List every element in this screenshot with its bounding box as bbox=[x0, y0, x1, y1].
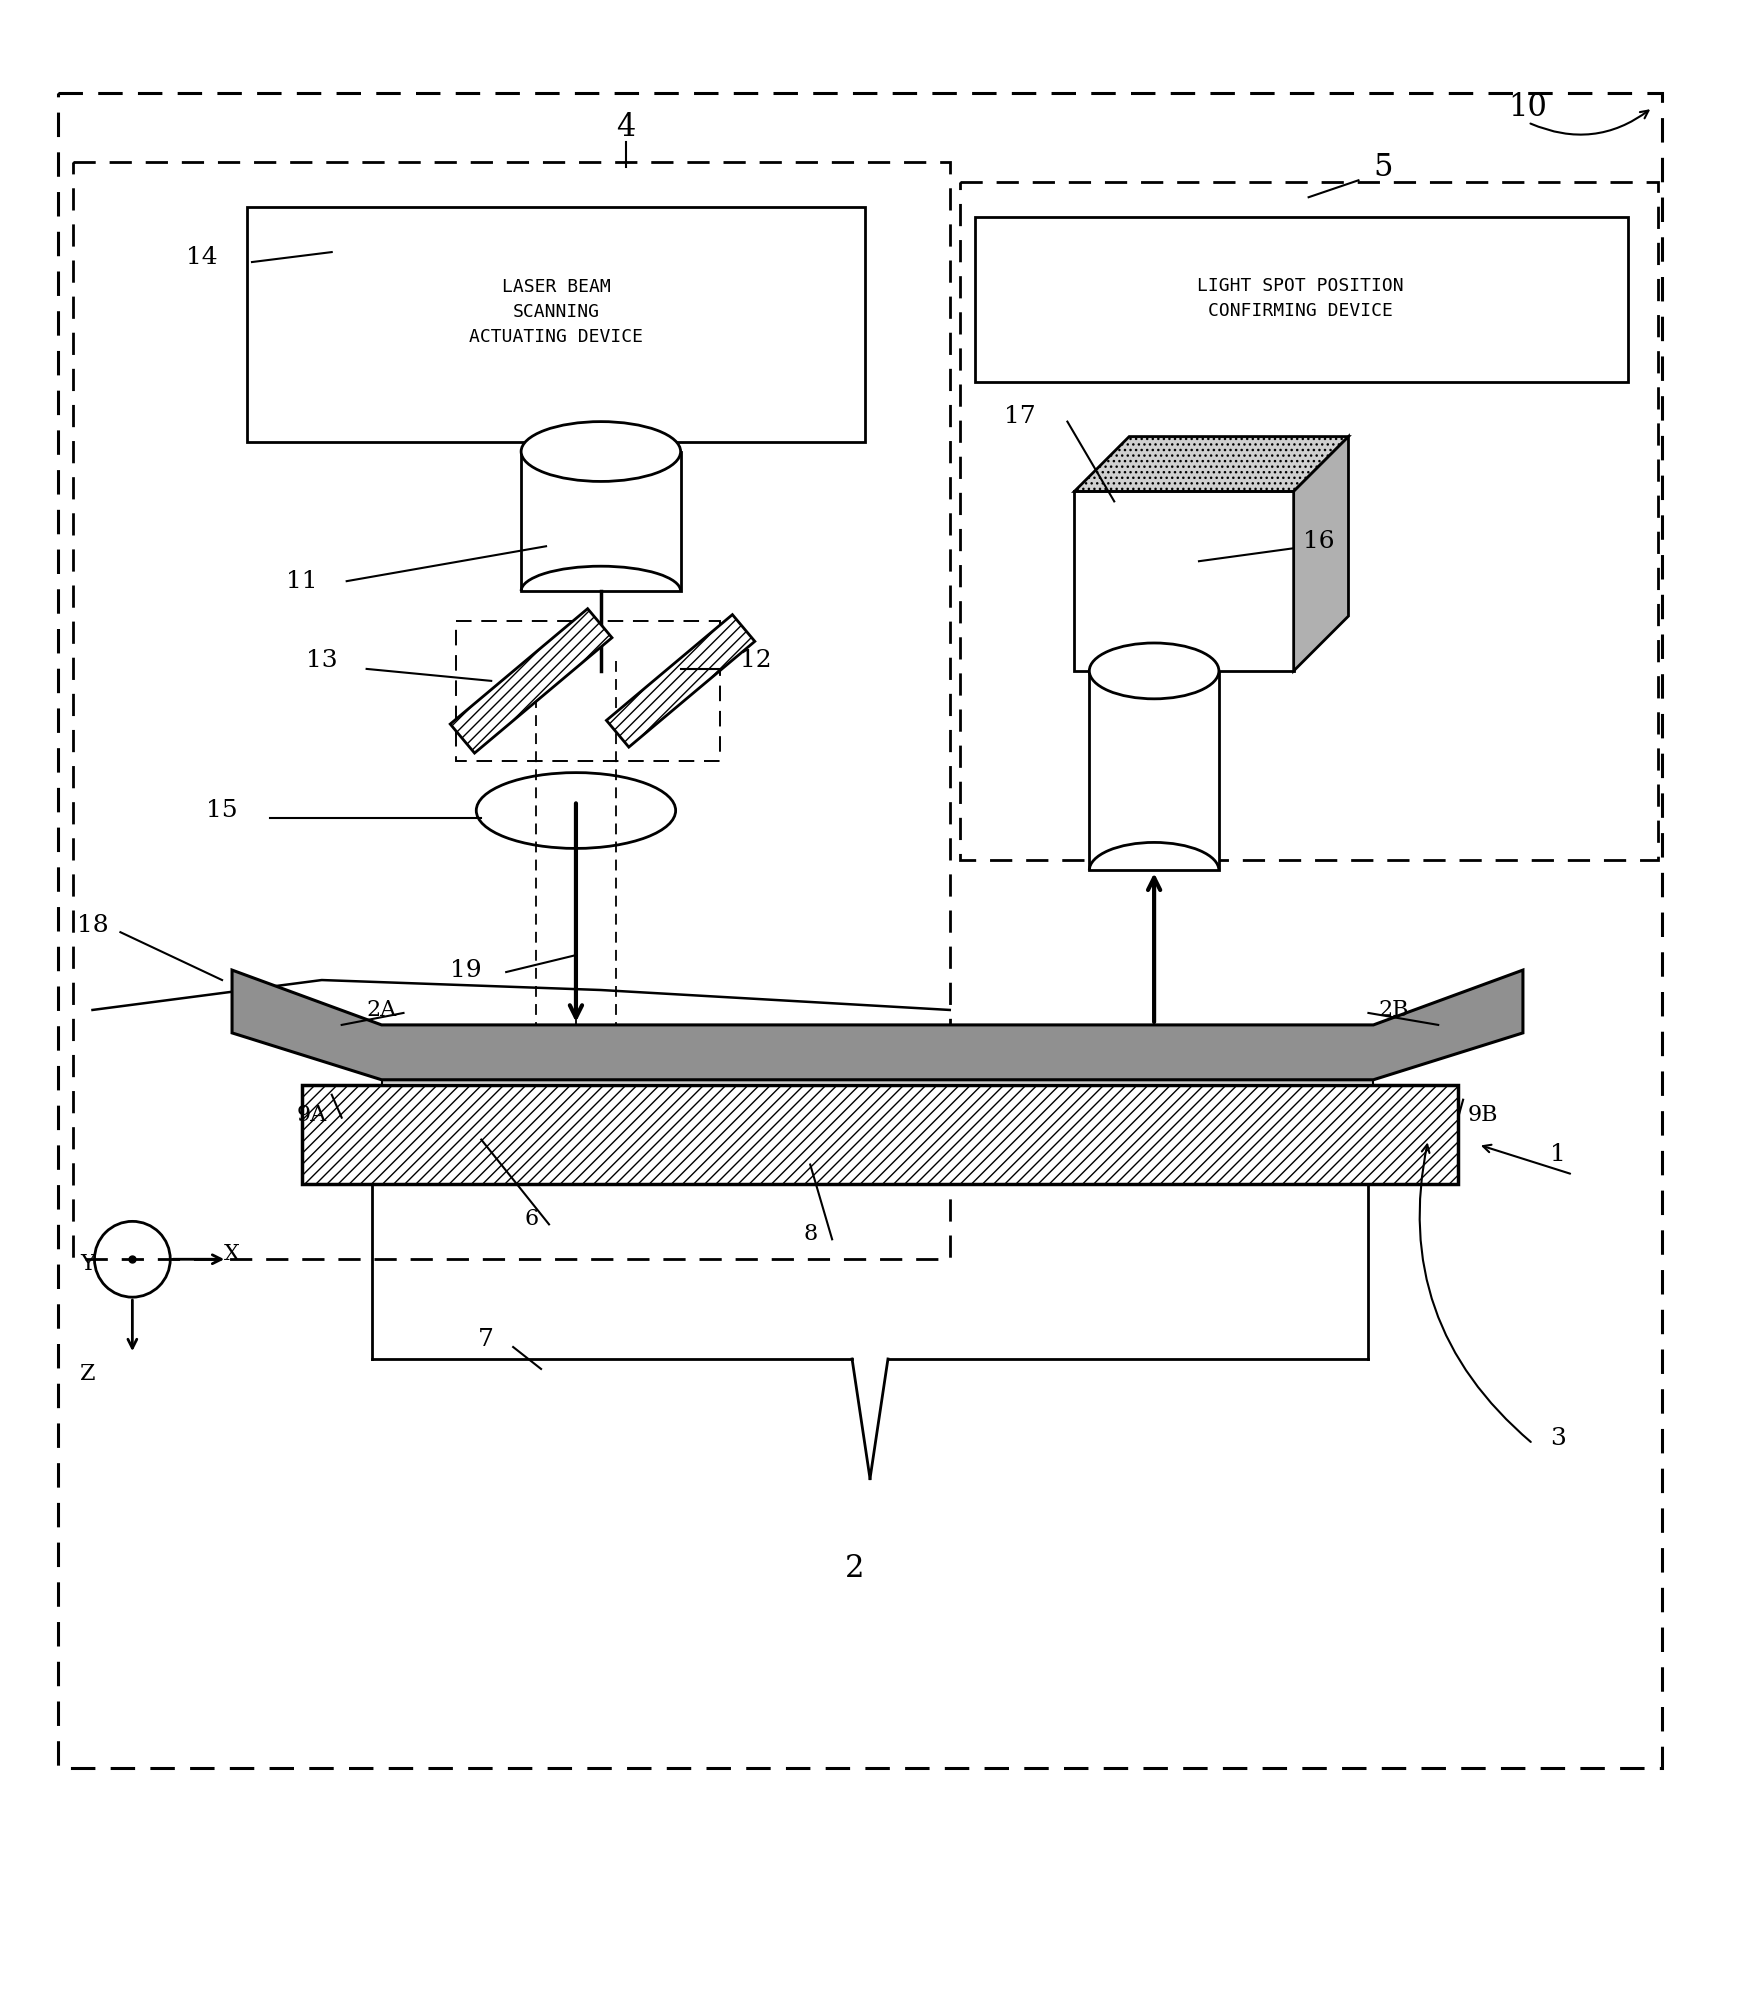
Text: 9A: 9A bbox=[297, 1104, 327, 1126]
Text: 9B: 9B bbox=[1467, 1104, 1498, 1126]
Text: 14: 14 bbox=[187, 245, 218, 269]
Ellipse shape bbox=[1089, 642, 1218, 698]
Polygon shape bbox=[381, 1080, 1372, 1084]
Polygon shape bbox=[1073, 436, 1348, 491]
Text: 13: 13 bbox=[306, 650, 337, 672]
Polygon shape bbox=[449, 609, 612, 754]
Text: 12: 12 bbox=[739, 650, 771, 672]
Text: Z: Z bbox=[80, 1362, 94, 1384]
Text: 2A: 2A bbox=[367, 998, 397, 1020]
Polygon shape bbox=[607, 615, 755, 748]
Text: 6: 6 bbox=[524, 1209, 538, 1231]
Text: 8: 8 bbox=[802, 1223, 816, 1245]
Text: 17: 17 bbox=[1003, 406, 1035, 428]
Text: LASER BEAM
SCANNING
ACTUATING DEVICE: LASER BEAM SCANNING ACTUATING DEVICE bbox=[468, 278, 643, 346]
Text: 10: 10 bbox=[1507, 91, 1547, 123]
Text: 19: 19 bbox=[451, 959, 482, 981]
Text: 15: 15 bbox=[206, 800, 238, 821]
Text: 1: 1 bbox=[1549, 1144, 1564, 1166]
Text: 4: 4 bbox=[615, 111, 635, 143]
Polygon shape bbox=[302, 1084, 1458, 1185]
Text: X: X bbox=[224, 1243, 239, 1265]
Text: Y: Y bbox=[80, 1253, 94, 1275]
Text: 2: 2 bbox=[844, 1553, 864, 1583]
Text: 18: 18 bbox=[77, 913, 108, 937]
Polygon shape bbox=[1294, 436, 1348, 670]
Text: 2B: 2B bbox=[1377, 998, 1407, 1020]
Polygon shape bbox=[1073, 491, 1294, 670]
Ellipse shape bbox=[521, 422, 680, 481]
Text: LIGHT SPOT POSITION
CONFIRMING DEVICE: LIGHT SPOT POSITION CONFIRMING DEVICE bbox=[1197, 276, 1404, 320]
Text: 11: 11 bbox=[287, 569, 318, 593]
Polygon shape bbox=[1089, 670, 1218, 871]
Polygon shape bbox=[974, 217, 1627, 382]
Polygon shape bbox=[232, 971, 1523, 1080]
Text: 3: 3 bbox=[1549, 1428, 1564, 1450]
Text: 7: 7 bbox=[477, 1327, 495, 1351]
Text: 16: 16 bbox=[1302, 529, 1334, 553]
Text: 5: 5 bbox=[1372, 151, 1393, 183]
Polygon shape bbox=[246, 207, 865, 442]
Polygon shape bbox=[521, 452, 680, 591]
